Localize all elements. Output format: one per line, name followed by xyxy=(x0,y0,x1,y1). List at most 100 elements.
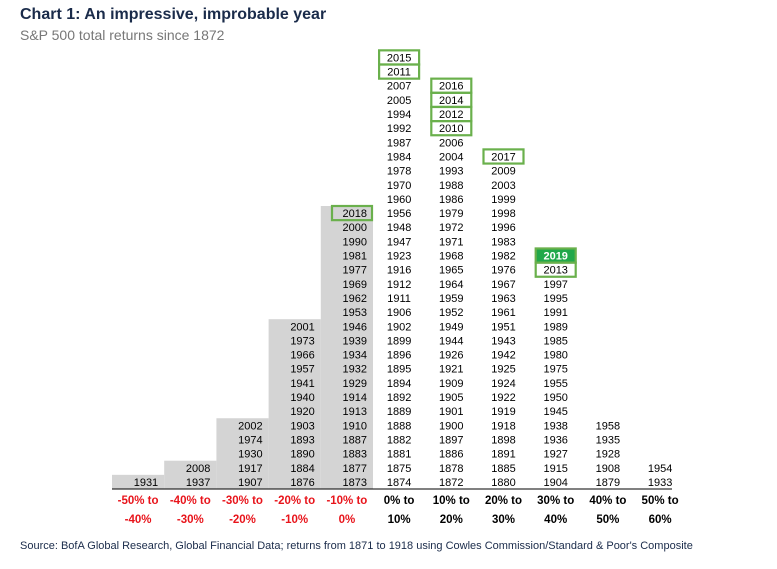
year-label: 1900 xyxy=(439,420,463,432)
year-label: 1906 xyxy=(387,307,411,319)
category-label-top: -50% to xyxy=(118,495,159,507)
year-label: 2007 xyxy=(387,81,411,93)
category-label-bottom: 50% xyxy=(596,514,619,526)
year-label: 1889 xyxy=(387,406,411,418)
year-label: 1937 xyxy=(186,477,210,489)
year-label: 1914 xyxy=(343,392,367,404)
category-label-top: 10% to xyxy=(433,495,470,507)
category-label-bottom: -10% xyxy=(281,514,308,526)
year-label: 1996 xyxy=(491,222,515,234)
category-label-bottom: 30% xyxy=(492,514,515,526)
year-label: 2009 xyxy=(491,166,515,178)
category-label-bottom: 20% xyxy=(440,514,463,526)
category-label-top: 50% to xyxy=(642,495,679,507)
highlight-box-2018 xyxy=(330,204,374,222)
year-label: 2019 xyxy=(543,251,567,263)
year-label: 1874 xyxy=(387,477,411,489)
year-label: 1951 xyxy=(491,321,515,333)
year-label: 1959 xyxy=(439,293,463,305)
year-label: 1998 xyxy=(491,208,515,220)
year-label: 2001 xyxy=(290,321,314,333)
year-label: 1940 xyxy=(290,392,314,404)
year-label: 1974 xyxy=(238,434,262,446)
year-label: 1967 xyxy=(491,279,515,291)
year-label: 1982 xyxy=(491,251,515,263)
year-label: 1995 xyxy=(543,293,567,305)
year-label: 1923 xyxy=(387,251,411,263)
year-label: 1977 xyxy=(343,265,367,277)
year-label: 1949 xyxy=(439,321,463,333)
year-label: 1921 xyxy=(439,364,463,376)
grey-column-fill xyxy=(268,319,321,489)
category-label-top: 30% to xyxy=(537,495,574,507)
year-label: 1933 xyxy=(648,477,672,489)
year-label: 1894 xyxy=(387,378,411,390)
category-label-bottom: 40% xyxy=(544,514,567,526)
year-label: 2013 xyxy=(543,265,567,277)
year-label: 1911 xyxy=(387,293,411,305)
category-label-top: -10% to xyxy=(326,495,367,507)
year-label: 1926 xyxy=(439,350,463,362)
year-label: 1913 xyxy=(343,406,367,418)
year-label: 1927 xyxy=(543,449,567,461)
category-label-bottom: -30% xyxy=(177,514,204,526)
year-label: 1975 xyxy=(543,364,567,376)
year-label: 2000 xyxy=(343,222,367,234)
year-label: 2014 xyxy=(439,95,463,107)
year-label: 1997 xyxy=(543,279,567,291)
year-label: 1936 xyxy=(543,434,567,446)
year-label: 1899 xyxy=(387,335,411,347)
year-label: 1925 xyxy=(491,364,515,376)
year-label: 1916 xyxy=(387,265,411,277)
year-label: 1876 xyxy=(290,477,314,489)
year-label: 2016 xyxy=(439,81,463,93)
year-label: 1941 xyxy=(290,378,314,390)
category-label-top: -40% to xyxy=(170,495,211,507)
year-label: 1887 xyxy=(343,434,367,446)
grey-column-fill xyxy=(216,418,269,489)
year-label: 1979 xyxy=(439,208,463,220)
year-label: 2018 xyxy=(343,208,367,220)
year-label: 2012 xyxy=(439,109,463,121)
year-label: 2004 xyxy=(439,151,463,163)
year-label: 1944 xyxy=(439,335,463,347)
year-label: 2008 xyxy=(186,463,210,475)
year-label: 1932 xyxy=(343,364,367,376)
year-label: 1962 xyxy=(343,293,367,305)
year-label: 1988 xyxy=(439,180,463,192)
category-label-top: -30% to xyxy=(222,495,263,507)
year-label: 1922 xyxy=(491,392,515,404)
year-label: 2011 xyxy=(387,67,411,79)
grey-column-fill xyxy=(112,474,165,489)
year-label: 1989 xyxy=(543,321,567,333)
year-label: 1964 xyxy=(439,279,463,291)
grey-column-fill xyxy=(320,206,373,489)
year-label: 1971 xyxy=(439,236,463,248)
chart-title: Chart 1: An impressive, improbable year xyxy=(20,6,327,23)
category-label-top: 20% to xyxy=(485,495,522,507)
year-label: 1947 xyxy=(387,236,411,248)
year-label: 1919 xyxy=(491,406,515,418)
year-label: 1897 xyxy=(439,434,463,446)
chart-subtitle: S&P 500 total returns since 1872 xyxy=(20,27,225,43)
year-label: 1993 xyxy=(439,166,463,178)
year-label: 1980 xyxy=(543,350,567,362)
year-label: 1973 xyxy=(290,335,314,347)
category-labels: -50% to -40% -40% to -30% -30% to -20% -20% to… xyxy=(118,495,679,526)
year-label: 2010 xyxy=(439,123,463,135)
year-label: 1895 xyxy=(387,364,411,376)
year-label: 1873 xyxy=(343,477,367,489)
year-label: 1963 xyxy=(491,293,515,305)
year-label: 2006 xyxy=(439,137,463,149)
source-note: Source: BofA Global Research, Global Fin… xyxy=(20,540,693,552)
highlight-box-2015 xyxy=(378,49,421,66)
year-label: 1966 xyxy=(290,350,314,362)
year-label: 1903 xyxy=(290,420,314,432)
year-label: 1908 xyxy=(596,463,620,475)
year-label: 1943 xyxy=(491,335,515,347)
year-label: 1910 xyxy=(343,420,367,432)
year-label: 1909 xyxy=(439,378,463,390)
year-label: 1968 xyxy=(439,251,463,263)
year-label: 2005 xyxy=(387,95,411,107)
year-label: 1929 xyxy=(343,378,367,390)
